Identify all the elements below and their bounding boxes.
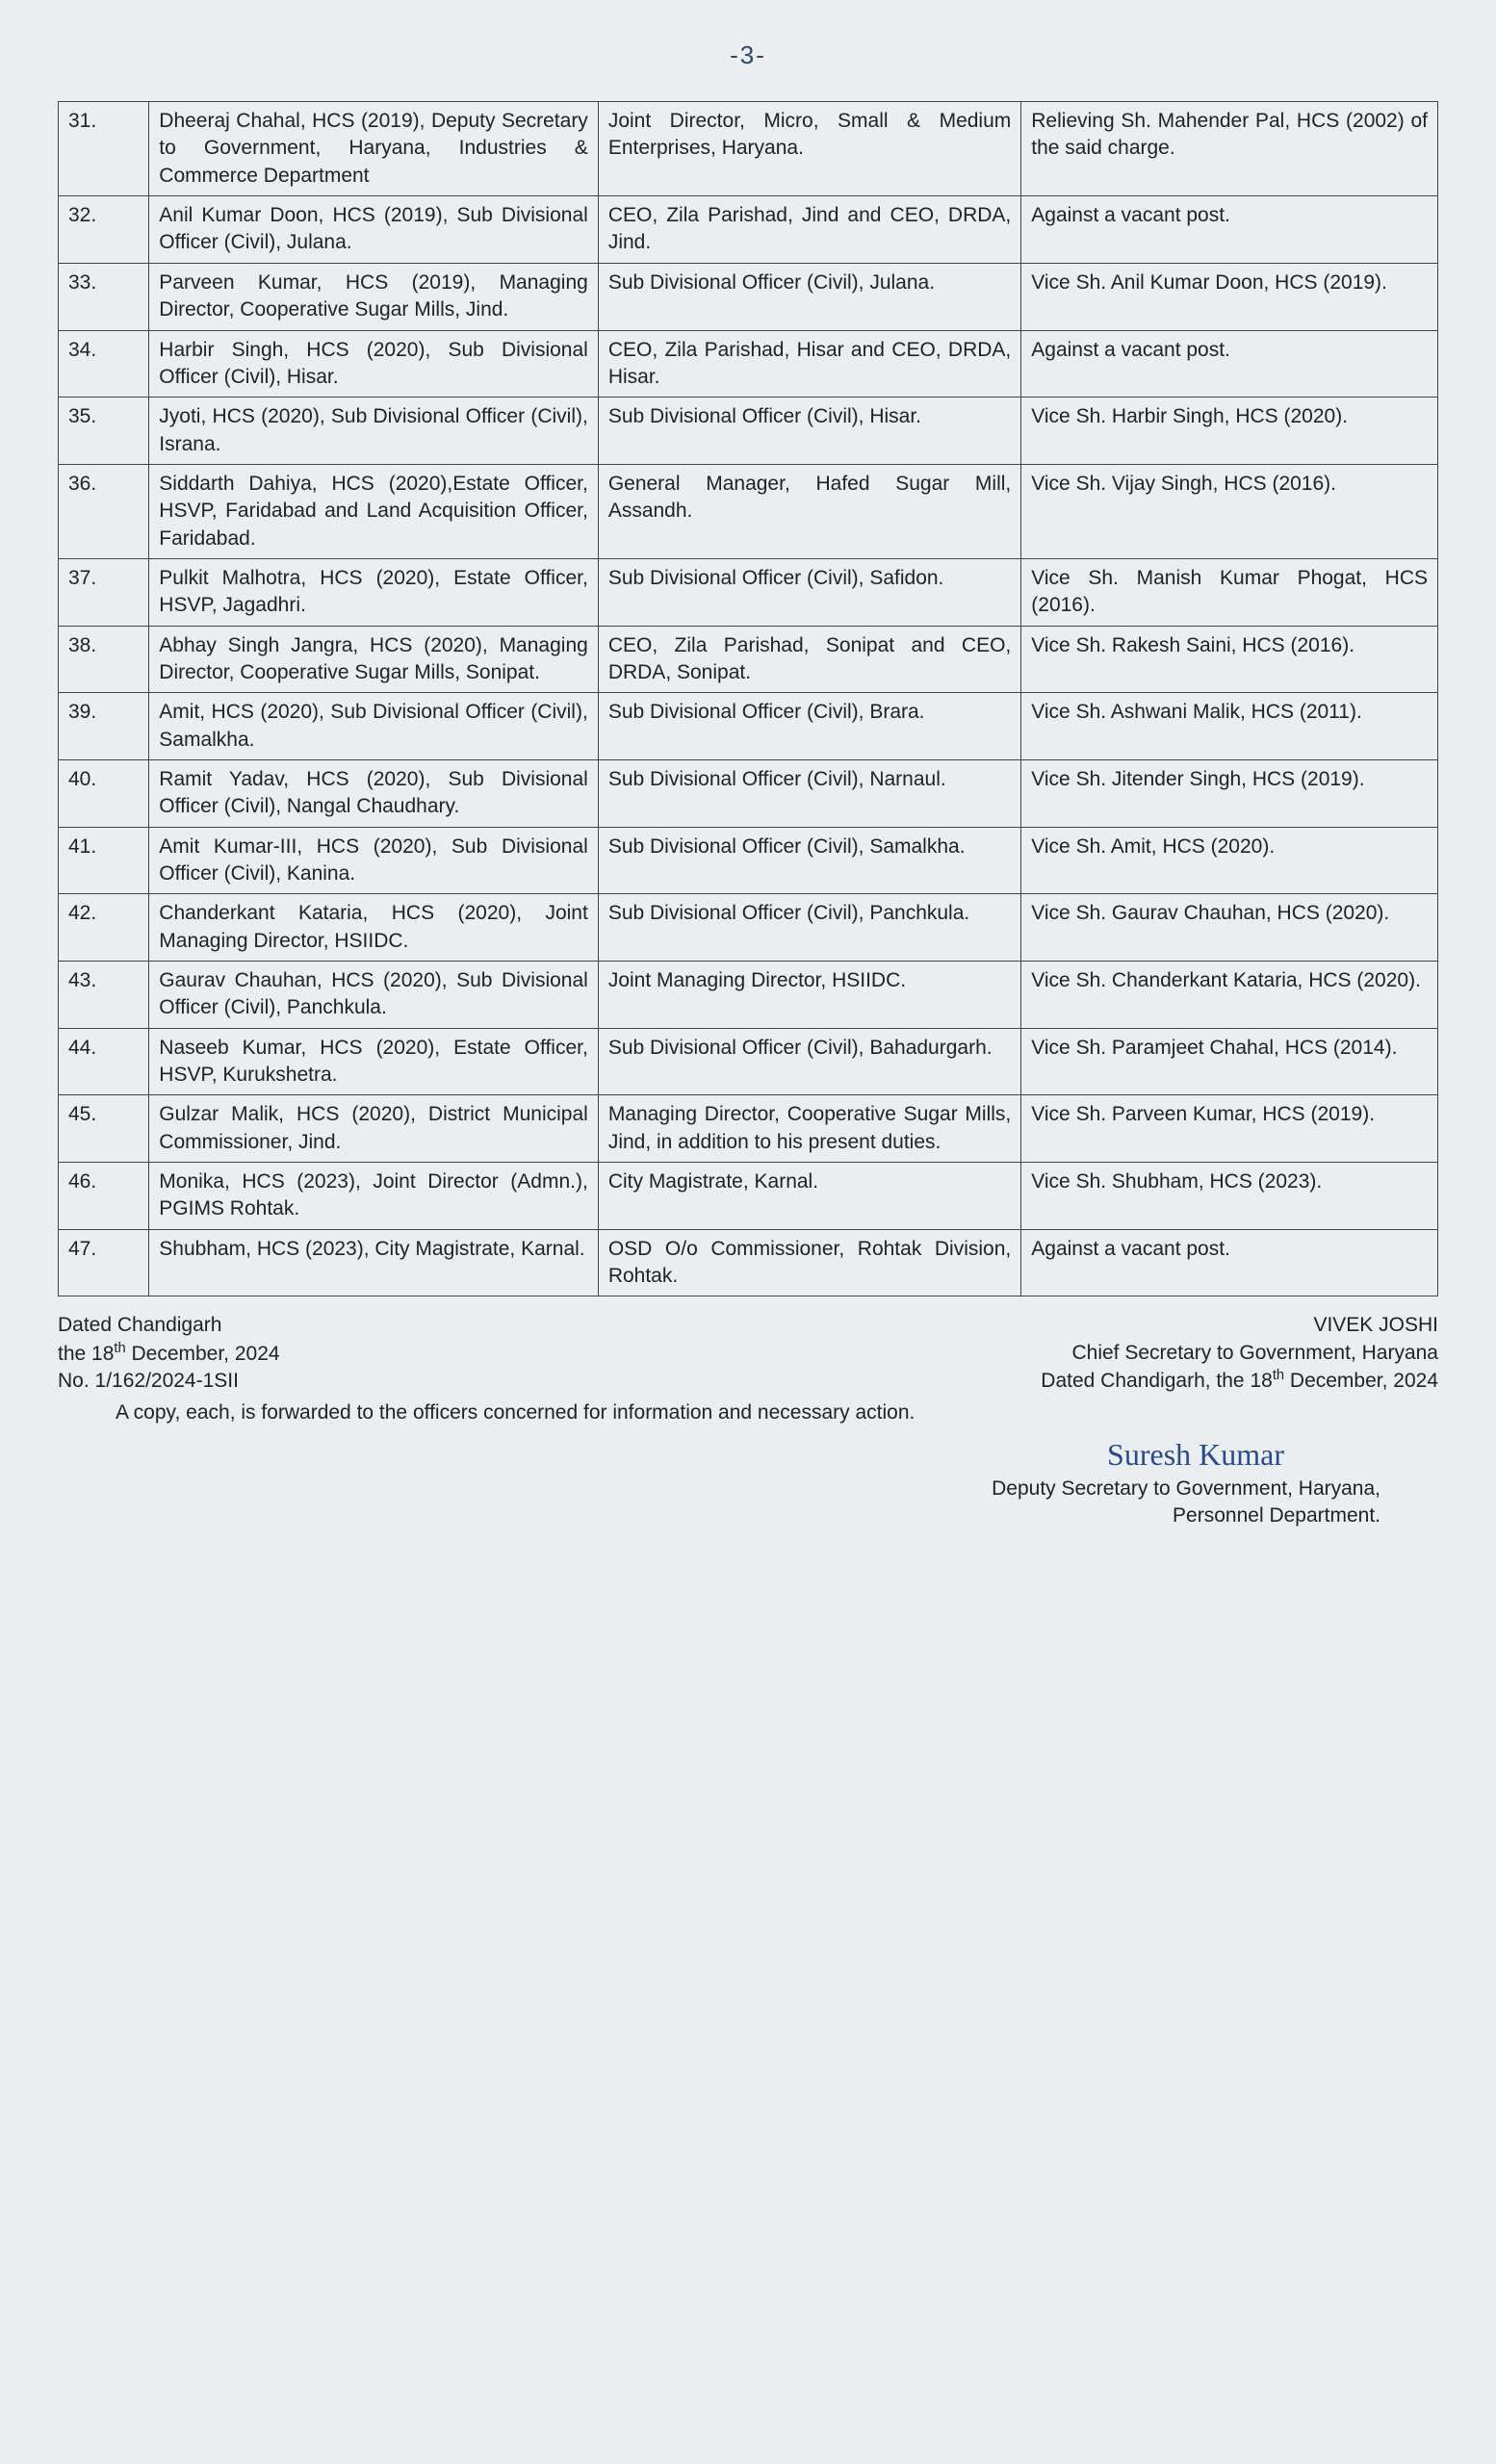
- cell-c1: Amit, HCS (2020), Sub Divisional Officer…: [149, 693, 599, 760]
- table-row: 39.Amit, HCS (2020), Sub Divisional Offi…: [59, 693, 1438, 760]
- cell-c3: Vice Sh. Chanderkant Kataria, HCS (2020)…: [1021, 962, 1438, 1029]
- cell-c2: Sub Divisional Officer (Civil), Bahadurg…: [598, 1028, 1020, 1095]
- table-row: 36.Siddarth Dahiya, HCS (2020),Estate Of…: [59, 464, 1438, 558]
- cell-c1: Harbir Singh, HCS (2020), Sub Divisional…: [149, 330, 599, 398]
- order-number: No. 1/162/2024-1SII: [58, 1368, 280, 1395]
- deputy-title-2: Personnel Department.: [58, 1502, 1380, 1529]
- cell-sn: 43.: [59, 962, 149, 1029]
- cell-sn: 47.: [59, 1229, 149, 1296]
- cell-sn: 40.: [59, 759, 149, 827]
- cell-c1: Naseeb Kumar, HCS (2020), Estate Officer…: [149, 1028, 599, 1095]
- page-number: -3-: [58, 38, 1438, 72]
- cell-sn: 32.: [59, 196, 149, 264]
- cell-c1: Monika, HCS (2023), Joint Director (Admn…: [149, 1163, 599, 1230]
- cell-c1: Gaurav Chauhan, HCS (2020), Sub Division…: [149, 962, 599, 1029]
- cell-c2: Joint Director, Micro, Small & Medium En…: [598, 102, 1020, 196]
- cell-c2: CEO, Zila Parishad, Jind and CEO, DRDA, …: [598, 196, 1020, 264]
- cell-sn: 35.: [59, 398, 149, 465]
- cell-c3: Relieving Sh. Mahender Pal, HCS (2002) o…: [1021, 102, 1438, 196]
- cell-c2: Joint Managing Director, HSIIDC.: [598, 962, 1020, 1029]
- table-row: 41.Amit Kumar-III, HCS (2020), Sub Divis…: [59, 827, 1438, 894]
- cell-c2: CEO, Zila Parishad, Hisar and CEO, DRDA,…: [598, 330, 1020, 398]
- cell-c2: Sub Divisional Officer (Civil), Narnaul.: [598, 759, 1020, 827]
- dated-place: Dated Chandigarh: [58, 1312, 280, 1339]
- cell-c1: Siddarth Dahiya, HCS (2020),Estate Offic…: [149, 464, 599, 558]
- cell-c2: CEO, Zila Parishad, Sonipat and CEO, DRD…: [598, 626, 1020, 693]
- cell-c3: Vice Sh. Harbir Singh, HCS (2020).: [1021, 398, 1438, 465]
- signatory-title: Chief Secretary to Government, Haryana: [309, 1340, 1438, 1367]
- cell-c3: Vice Sh. Shubham, HCS (2023).: [1021, 1163, 1438, 1230]
- copy-forward-text: A copy, each, is forwarded to the office…: [58, 1399, 1438, 1426]
- cell-c1: Jyoti, HCS (2020), Sub Divisional Office…: [149, 398, 599, 465]
- table-row: 46.Monika, HCS (2023), Joint Director (A…: [59, 1163, 1438, 1230]
- cell-sn: 37.: [59, 558, 149, 626]
- cell-c1: Dheeraj Chahal, HCS (2019), Deputy Secre…: [149, 102, 599, 196]
- cell-c1: Chanderkant Kataria, HCS (2020), Joint M…: [149, 894, 599, 962]
- cell-sn: 41.: [59, 827, 149, 894]
- cell-c1: Amit Kumar-III, HCS (2020), Sub Division…: [149, 827, 599, 894]
- cell-c2: Sub Divisional Officer (Civil), Hisar.: [598, 398, 1020, 465]
- table-row: 33.Parveen Kumar, HCS (2019), Managing D…: [59, 263, 1438, 330]
- table-row: 42.Chanderkant Kataria, HCS (2020), Join…: [59, 894, 1438, 962]
- cell-c3: Vice Sh. Rakesh Saini, HCS (2016).: [1021, 626, 1438, 693]
- cell-c2: OSD O/o Commissioner, Rohtak Division, R…: [598, 1229, 1020, 1296]
- cell-c2: General Manager, Hafed Sugar Mill, Assan…: [598, 464, 1020, 558]
- cell-c2: Sub Divisional Officer (Civil), Samalkha…: [598, 827, 1020, 894]
- table-row: 45.Gulzar Malik, HCS (2020), District Mu…: [59, 1095, 1438, 1163]
- cell-sn: 46.: [59, 1163, 149, 1230]
- table-row: 34.Harbir Singh, HCS (2020), Sub Divisio…: [59, 330, 1438, 398]
- cell-c2: Sub Divisional Officer (Civil), Safidon.: [598, 558, 1020, 626]
- cell-sn: 38.: [59, 626, 149, 693]
- cell-c3: Vice Sh. Jitender Singh, HCS (2019).: [1021, 759, 1438, 827]
- cell-sn: 36.: [59, 464, 149, 558]
- cell-c3: Vice Sh. Amit, HCS (2020).: [1021, 827, 1438, 894]
- cell-sn: 42.: [59, 894, 149, 962]
- cell-c3: Vice Sh. Vijay Singh, HCS (2016).: [1021, 464, 1438, 558]
- dated-date: the 18th December, 2024: [58, 1340, 280, 1368]
- cell-c3: Vice Sh. Ashwani Malik, HCS (2011).: [1021, 693, 1438, 760]
- cell-c3: Vice Sh. Manish Kumar Phogat, HCS (2016)…: [1021, 558, 1438, 626]
- footer: Dated Chandigarh the 18th December, 2024…: [58, 1312, 1438, 1529]
- table-row: 37.Pulkit Malhotra, HCS (2020), Estate O…: [59, 558, 1438, 626]
- cell-c1: Anil Kumar Doon, HCS (2019), Sub Divisio…: [149, 196, 599, 264]
- table-row: 47.Shubham, HCS (2023), City Magistrate,…: [59, 1229, 1438, 1296]
- table-row: 31.Dheeraj Chahal, HCS (2019), Deputy Se…: [59, 102, 1438, 196]
- table-row: 38.Abhay Singh Jangra, HCS (2020), Manag…: [59, 626, 1438, 693]
- cell-c3: Against a vacant post.: [1021, 1229, 1438, 1296]
- cell-c3: Vice Sh. Paramjeet Chahal, HCS (2014).: [1021, 1028, 1438, 1095]
- table-row: 44.Naseeb Kumar, HCS (2020), Estate Offi…: [59, 1028, 1438, 1095]
- orders-table: 31.Dheeraj Chahal, HCS (2019), Deputy Se…: [58, 101, 1438, 1296]
- cell-sn: 45.: [59, 1095, 149, 1163]
- cell-sn: 31.: [59, 102, 149, 196]
- signatory-date: Dated Chandigarh, the 18th December, 202…: [309, 1367, 1438, 1395]
- signatory-name: VIVEK JOSHI: [309, 1312, 1438, 1339]
- cell-c1: Abhay Singh Jangra, HCS (2020), Managing…: [149, 626, 599, 693]
- table-row: 35.Jyoti, HCS (2020), Sub Divisional Off…: [59, 398, 1438, 465]
- cell-c3: Vice Sh. Gaurav Chauhan, HCS (2020).: [1021, 894, 1438, 962]
- cell-sn: 33.: [59, 263, 149, 330]
- handwritten-signature: Suresh Kumar: [58, 1434, 1284, 1476]
- cell-c3: Against a vacant post.: [1021, 330, 1438, 398]
- cell-c1: Parveen Kumar, HCS (2019), Managing Dire…: [149, 263, 599, 330]
- cell-sn: 44.: [59, 1028, 149, 1095]
- cell-c2: City Magistrate, Karnal.: [598, 1163, 1020, 1230]
- cell-sn: 34.: [59, 330, 149, 398]
- table-row: 43.Gaurav Chauhan, HCS (2020), Sub Divis…: [59, 962, 1438, 1029]
- cell-c1: Pulkit Malhotra, HCS (2020), Estate Offi…: [149, 558, 599, 626]
- cell-c2: Sub Divisional Officer (Civil), Brara.: [598, 693, 1020, 760]
- cell-c2: Sub Divisional Officer (Civil), Julana.: [598, 263, 1020, 330]
- cell-c2: Sub Divisional Officer (Civil), Panchkul…: [598, 894, 1020, 962]
- cell-c2: Managing Director, Cooperative Sugar Mil…: [598, 1095, 1020, 1163]
- deputy-title-1: Deputy Secretary to Government, Haryana,: [58, 1476, 1380, 1502]
- cell-c1: Ramit Yadav, HCS (2020), Sub Divisional …: [149, 759, 599, 827]
- table-row: 40.Ramit Yadav, HCS (2020), Sub Division…: [59, 759, 1438, 827]
- cell-c1: Shubham, HCS (2023), City Magistrate, Ka…: [149, 1229, 599, 1296]
- table-row: 32.Anil Kumar Doon, HCS (2019), Sub Divi…: [59, 196, 1438, 264]
- cell-sn: 39.: [59, 693, 149, 760]
- cell-c3: Vice Sh. Anil Kumar Doon, HCS (2019).: [1021, 263, 1438, 330]
- cell-c1: Gulzar Malik, HCS (2020), District Munic…: [149, 1095, 599, 1163]
- cell-c3: Against a vacant post.: [1021, 196, 1438, 264]
- cell-c3: Vice Sh. Parveen Kumar, HCS (2019).: [1021, 1095, 1438, 1163]
